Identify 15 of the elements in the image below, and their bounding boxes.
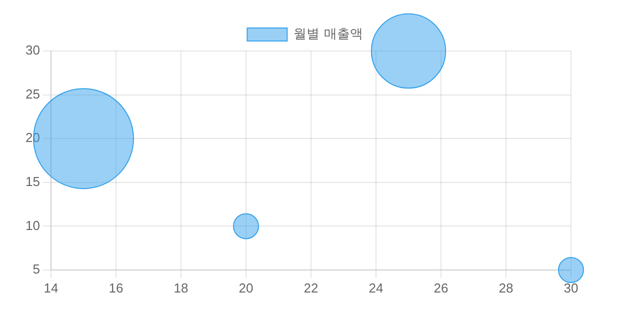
legend-label: 월별 매출액	[294, 26, 363, 42]
y-tick-label: 5	[32, 262, 40, 277]
y-tick-label: 30	[26, 42, 40, 58]
x-tick-label: 26	[434, 280, 448, 296]
x-tick-label: 14	[44, 280, 58, 296]
x-tick-label: 20	[238, 280, 254, 296]
x-tick-label: 16	[108, 280, 124, 296]
y-tick-label: 25	[26, 86, 40, 102]
x-tick-label: 22	[304, 280, 318, 296]
x-tick-label: 18	[174, 280, 188, 296]
x-tick-label: 30	[564, 280, 578, 296]
y-tick-label: 10	[26, 218, 40, 233]
x-tick-label: 28	[498, 280, 514, 296]
y-tick-label: 15	[26, 174, 40, 189]
x-tick-label: 24	[368, 280, 384, 296]
